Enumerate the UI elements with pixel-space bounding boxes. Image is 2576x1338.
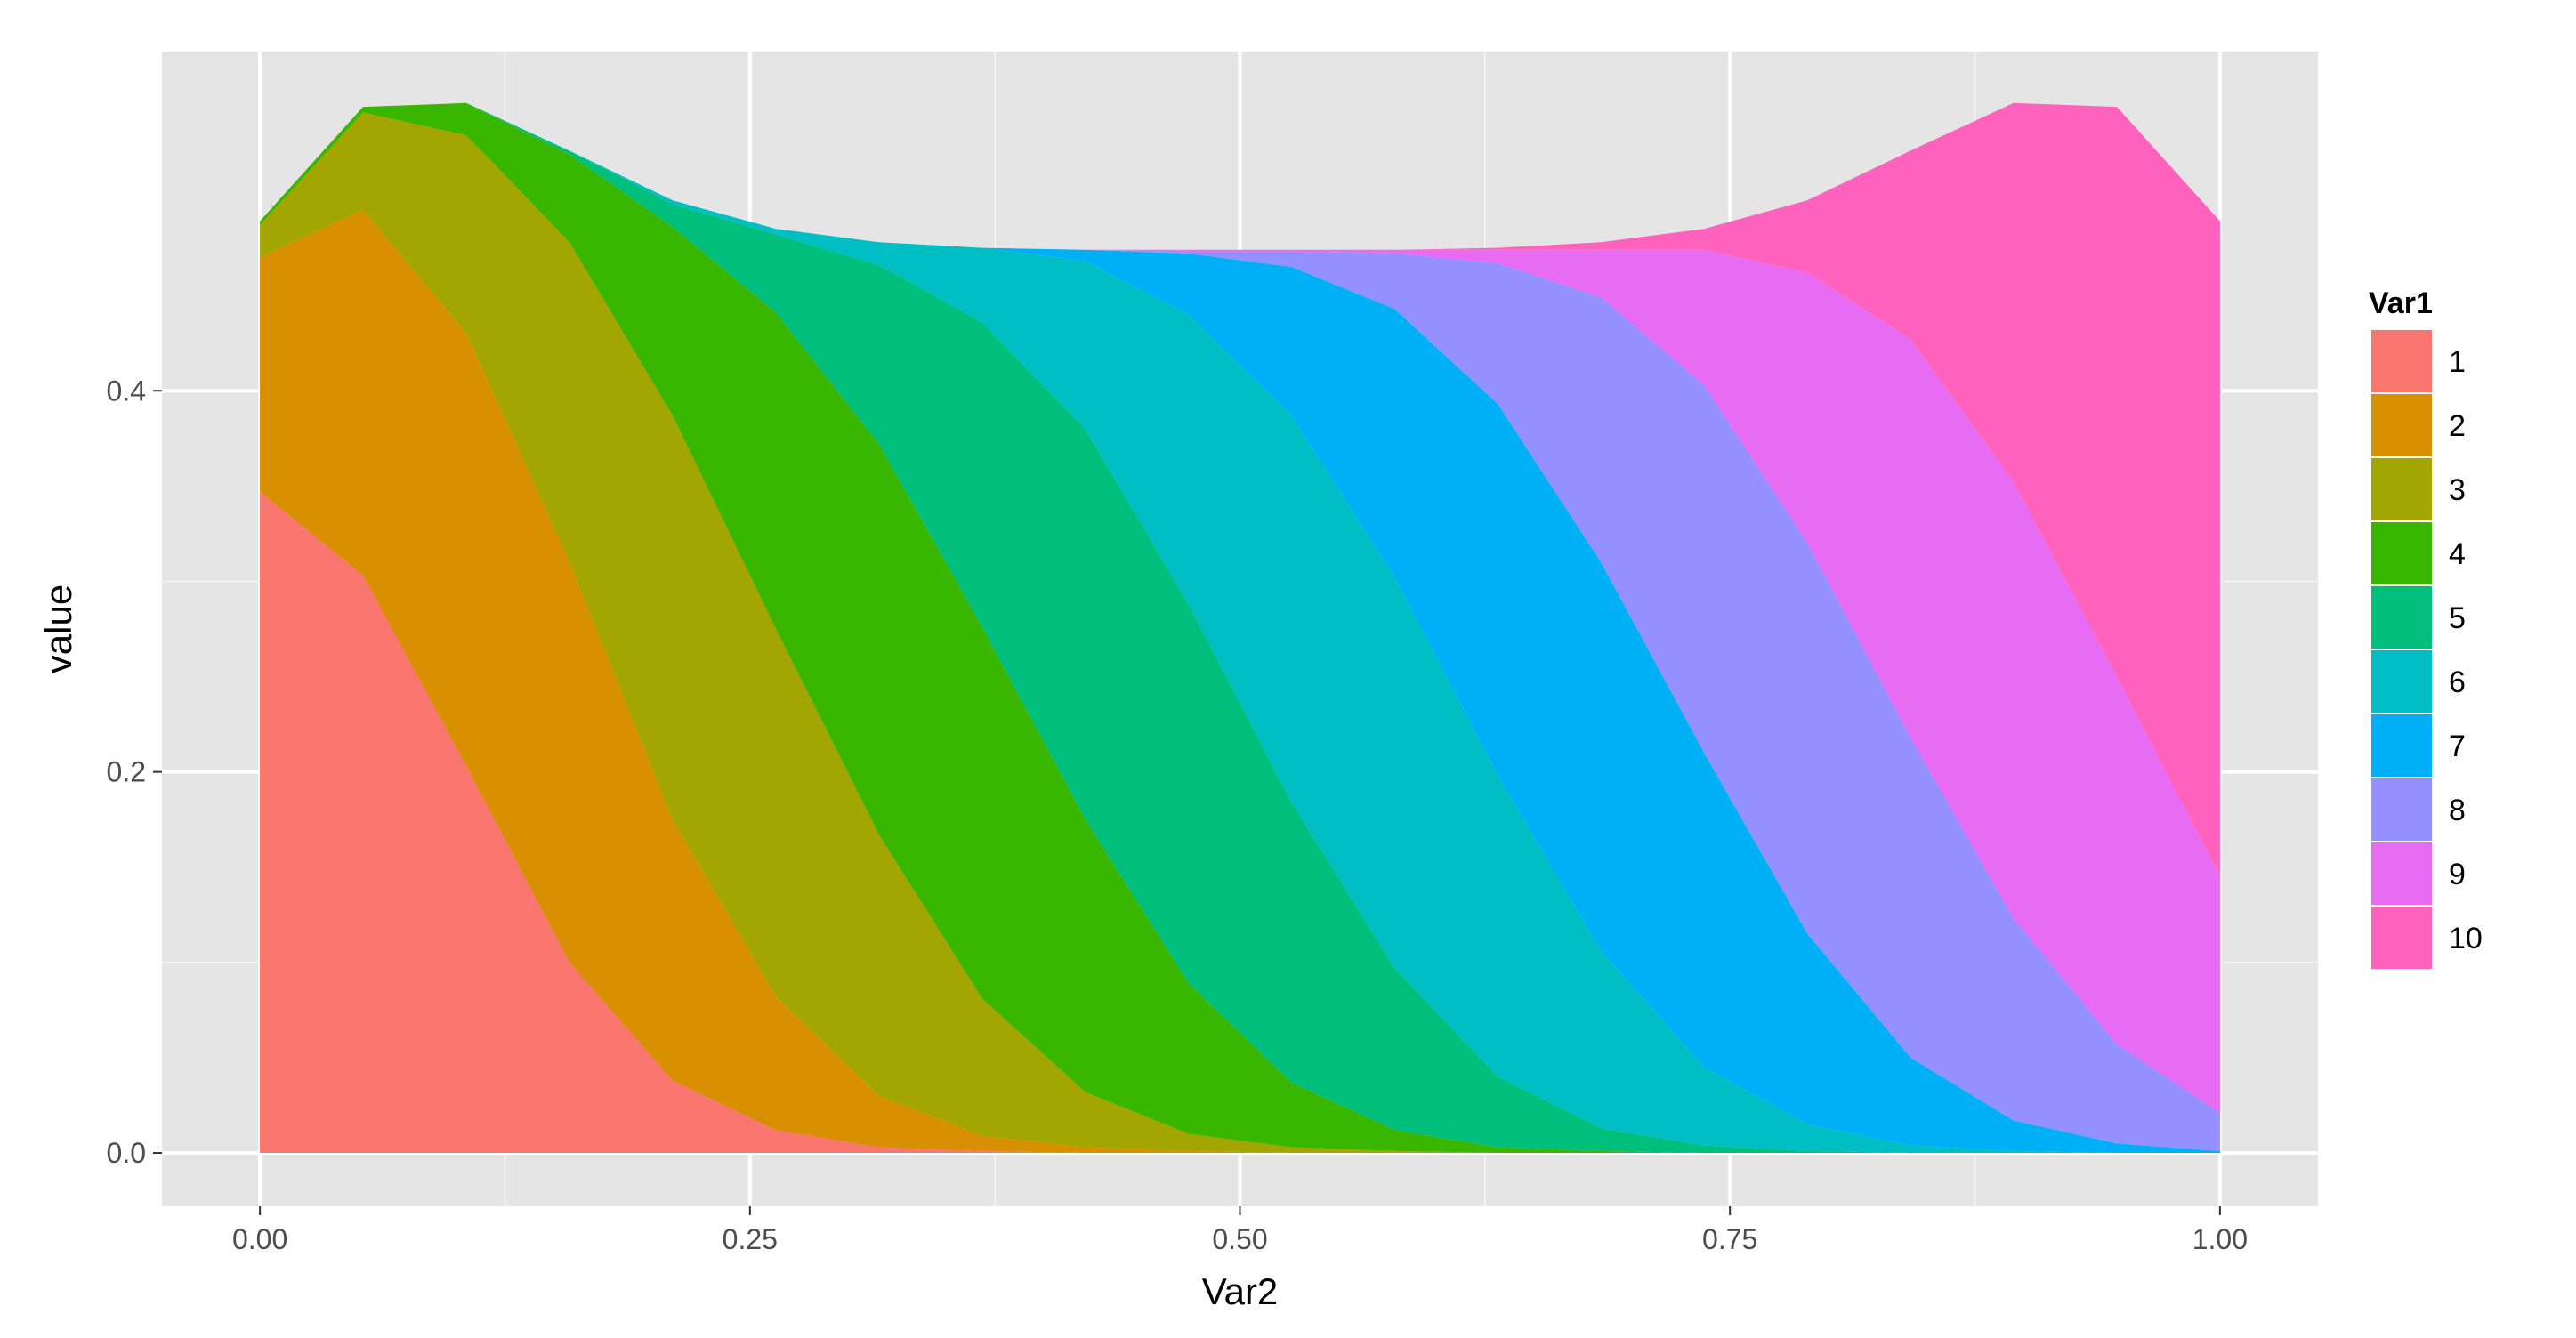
legend-label: 6	[2449, 665, 2466, 699]
x-tick-label: 0.75	[1702, 1223, 1757, 1255]
area-series-6	[260, 102, 2220, 1153]
legend-key-9	[2370, 841, 2434, 907]
y-axis-ticks: 0.0 0.2 0.4	[107, 375, 162, 1169]
y-tick-label: 0.2	[107, 756, 146, 788]
legend-label: 5	[2449, 601, 2466, 635]
legend-key-8	[2370, 777, 2434, 842]
legend-label: 7	[2449, 729, 2466, 763]
legend-items: 1 2 3 4 5 6 7 8 9 10	[2370, 328, 2483, 971]
legend-label: 4	[2449, 537, 2466, 571]
legend-label: 2	[2449, 409, 2466, 443]
x-axis-title: Var2	[1202, 1270, 1279, 1312]
legend-key-7	[2370, 713, 2434, 778]
x-tick-label: 0.00	[232, 1223, 287, 1255]
legend-key-10	[2370, 905, 2434, 971]
legend: Var1 1 2 3 4 5 6 7 8 9 10	[2369, 286, 2483, 971]
x-tick-label: 1.00	[2192, 1223, 2248, 1255]
area-series-8	[260, 102, 2220, 1151]
stacked-areas	[260, 102, 2220, 1153]
legend-key-6	[2370, 649, 2434, 714]
legend-label: 3	[2449, 473, 2466, 507]
area-series-7	[260, 102, 2220, 1153]
area-series-1	[260, 491, 2220, 1153]
legend-key-3	[2370, 456, 2434, 522]
legend-key-2	[2370, 392, 2434, 458]
area-series-5	[260, 102, 2220, 1153]
legend-title: Var1	[2369, 286, 2433, 320]
legend-label: 10	[2449, 922, 2483, 955]
area-series-9	[260, 102, 2220, 1113]
x-tick-label: 0.25	[723, 1223, 778, 1255]
legend-key-1	[2370, 328, 2434, 394]
x-axis-ticks: 0.00 0.25 0.50 0.75 1.00	[232, 1206, 2248, 1255]
legend-label: 8	[2449, 794, 2466, 827]
area-series-3	[260, 112, 2220, 1153]
legend-label: 9	[2449, 858, 2466, 891]
y-tick-label: 0.0	[107, 1137, 146, 1169]
area-series-4	[260, 102, 2220, 1153]
x-tick-label: 0.50	[1212, 1223, 1267, 1255]
y-axis-title: value	[37, 584, 79, 673]
legend-key-5	[2370, 584, 2434, 650]
legend-label: 1	[2449, 345, 2466, 379]
legend-key-4	[2370, 520, 2434, 586]
area-series-10	[260, 102, 2220, 877]
y-tick-label: 0.4	[107, 375, 146, 407]
